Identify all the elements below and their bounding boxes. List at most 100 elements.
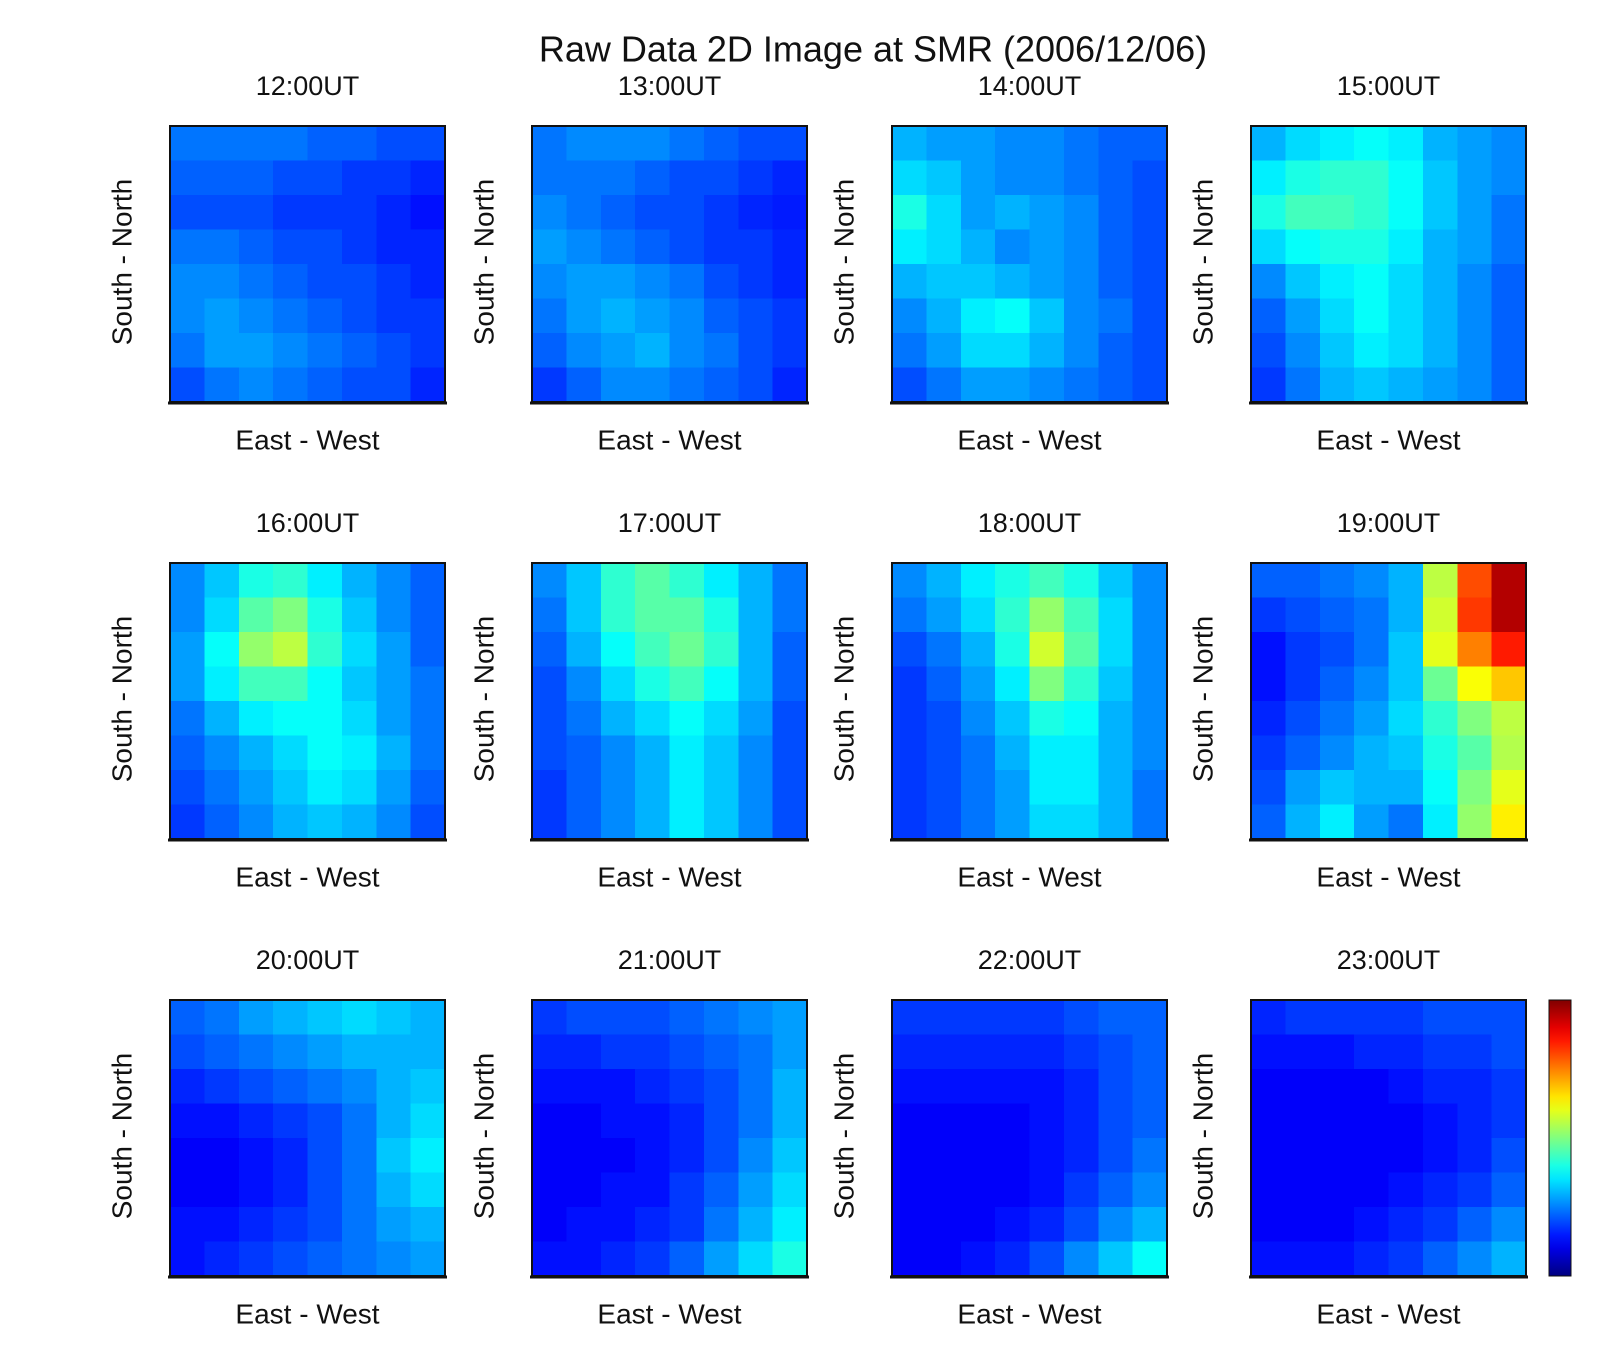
heat-cell	[703, 333, 739, 369]
heat-cell	[1319, 770, 1355, 806]
heat-cell	[1491, 735, 1527, 771]
heat-cell	[1388, 597, 1424, 633]
heat-cell	[238, 195, 274, 231]
heat-cell	[376, 195, 412, 231]
heat-cell	[410, 770, 446, 806]
heat-cell	[1388, 735, 1424, 771]
heat-cell	[1319, 735, 1355, 771]
heat-cell	[1457, 126, 1493, 162]
heat-cell	[1285, 1172, 1321, 1208]
heat-cell	[926, 666, 962, 702]
heat-cell	[772, 804, 808, 840]
heat-cell	[1251, 735, 1286, 771]
heat-cell	[566, 229, 602, 265]
y-axis-label: South - North	[468, 616, 499, 783]
panel-title: 14:00UT	[978, 71, 1082, 101]
heat-cell	[307, 1207, 343, 1243]
heat-cell	[341, 1034, 377, 1070]
heat-cell	[1098, 1241, 1134, 1277]
heat-cell	[1422, 367, 1458, 403]
heat-cell	[1029, 563, 1065, 599]
heat-cell	[204, 264, 240, 300]
heat-cell	[410, 1207, 446, 1243]
heat-cell	[1285, 632, 1321, 668]
x-axis-label: East - West	[957, 1298, 1101, 1329]
heat-cell	[960, 1241, 996, 1277]
heat-cell	[669, 1241, 705, 1277]
heat-cell	[532, 1207, 567, 1243]
heat-cell	[341, 1069, 377, 1105]
heat-cell	[566, 597, 602, 633]
heat-cell	[669, 1138, 705, 1174]
heat-cell	[1354, 666, 1390, 702]
panel-title: 18:00UT	[978, 508, 1082, 538]
heat-cell	[960, 804, 996, 840]
heat-cell	[772, 333, 808, 369]
heat-cell	[204, 597, 240, 633]
heat-cell	[566, 298, 602, 334]
heat-cell	[703, 666, 739, 702]
heat-cell	[926, 1034, 962, 1070]
heat-cell	[376, 1138, 412, 1174]
heat-cell	[1098, 333, 1134, 369]
heat-cell	[1457, 1069, 1493, 1105]
heat-cell	[410, 804, 446, 840]
heat-cell	[1132, 160, 1168, 196]
heat-cell	[1457, 333, 1493, 369]
heat-cell	[410, 632, 446, 668]
heat-cell	[204, 1103, 240, 1139]
heat-cell	[1285, 229, 1321, 265]
heat-cell	[600, 229, 636, 265]
heat-cell	[1388, 298, 1424, 334]
heat-cell	[738, 1172, 774, 1208]
heat-cell	[204, 632, 240, 668]
heat-cell	[273, 1138, 309, 1174]
heat-cell	[703, 264, 739, 300]
heat-cell	[307, 632, 343, 668]
heat-cell	[1457, 1103, 1493, 1139]
heat-cell	[600, 1172, 636, 1208]
heat-cell	[1491, 264, 1527, 300]
heat-cell	[600, 1241, 636, 1277]
heat-cell	[1132, 264, 1168, 300]
heat-cell	[532, 770, 567, 806]
heat-cell	[410, 563, 446, 599]
heat-cell	[635, 1103, 671, 1139]
heat-cell	[1098, 735, 1134, 771]
heat-cell	[926, 1207, 962, 1243]
heat-cell	[1132, 1069, 1168, 1105]
heat-cell	[960, 1069, 996, 1105]
heat-cell	[566, 1103, 602, 1139]
heat-cell	[1285, 1069, 1321, 1105]
heat-cell	[1029, 1103, 1065, 1139]
heat-cell	[307, 367, 343, 403]
heat-cell	[1132, 770, 1168, 806]
heat-cell	[238, 126, 274, 162]
heat-cell	[376, 333, 412, 369]
heat-cell	[738, 1241, 774, 1277]
heat-cell	[669, 1207, 705, 1243]
heat-cell	[410, 1069, 446, 1105]
heat-cell	[772, 1172, 808, 1208]
heat-cell	[1098, 597, 1134, 633]
heat-cell	[1491, 367, 1527, 403]
heat-cell	[341, 632, 377, 668]
heat-cell	[738, 804, 774, 840]
heat-cell	[1422, 1103, 1458, 1139]
heat-cell	[960, 298, 996, 334]
heat-cell	[1388, 770, 1424, 806]
heat-cell	[1422, 735, 1458, 771]
heat-cell	[1098, 298, 1134, 334]
heat-cell	[738, 160, 774, 196]
heat-cell	[170, 563, 205, 599]
heat-cell	[960, 1207, 996, 1243]
heat-cell	[1063, 1172, 1099, 1208]
heat-cell	[600, 1000, 636, 1036]
heat-cell	[376, 666, 412, 702]
heat-cell	[892, 1103, 927, 1139]
heat-cell	[307, 126, 343, 162]
heat-cell	[772, 367, 808, 403]
heat-cell	[892, 1069, 927, 1105]
heat-cell	[1388, 1138, 1424, 1174]
heat-cell	[703, 632, 739, 668]
